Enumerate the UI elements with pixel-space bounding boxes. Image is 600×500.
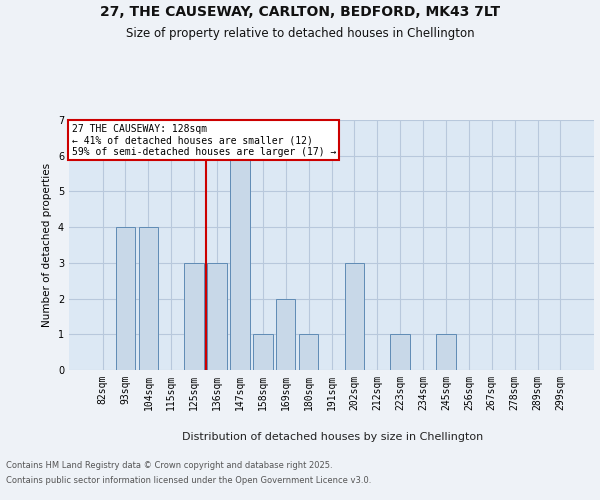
Bar bbox=[391, 334, 410, 370]
Bar bbox=[184, 263, 204, 370]
Bar bbox=[208, 263, 227, 370]
Bar bbox=[299, 334, 319, 370]
Bar bbox=[344, 263, 364, 370]
Y-axis label: Number of detached properties: Number of detached properties bbox=[43, 163, 52, 327]
Bar bbox=[436, 334, 455, 370]
Bar bbox=[116, 227, 135, 370]
Bar bbox=[253, 334, 272, 370]
Text: Contains public sector information licensed under the Open Government Licence v3: Contains public sector information licen… bbox=[6, 476, 371, 485]
Bar bbox=[276, 298, 295, 370]
Text: 27 THE CAUSEWAY: 128sqm
← 41% of detached houses are smaller (12)
59% of semi-de: 27 THE CAUSEWAY: 128sqm ← 41% of detache… bbox=[71, 124, 336, 157]
Text: Size of property relative to detached houses in Chellington: Size of property relative to detached ho… bbox=[125, 28, 475, 40]
Text: Contains HM Land Registry data © Crown copyright and database right 2025.: Contains HM Land Registry data © Crown c… bbox=[6, 461, 332, 470]
Bar bbox=[230, 156, 250, 370]
Bar bbox=[139, 227, 158, 370]
Text: Distribution of detached houses by size in Chellington: Distribution of detached houses by size … bbox=[182, 432, 484, 442]
Text: 27, THE CAUSEWAY, CARLTON, BEDFORD, MK43 7LT: 27, THE CAUSEWAY, CARLTON, BEDFORD, MK43… bbox=[100, 5, 500, 19]
